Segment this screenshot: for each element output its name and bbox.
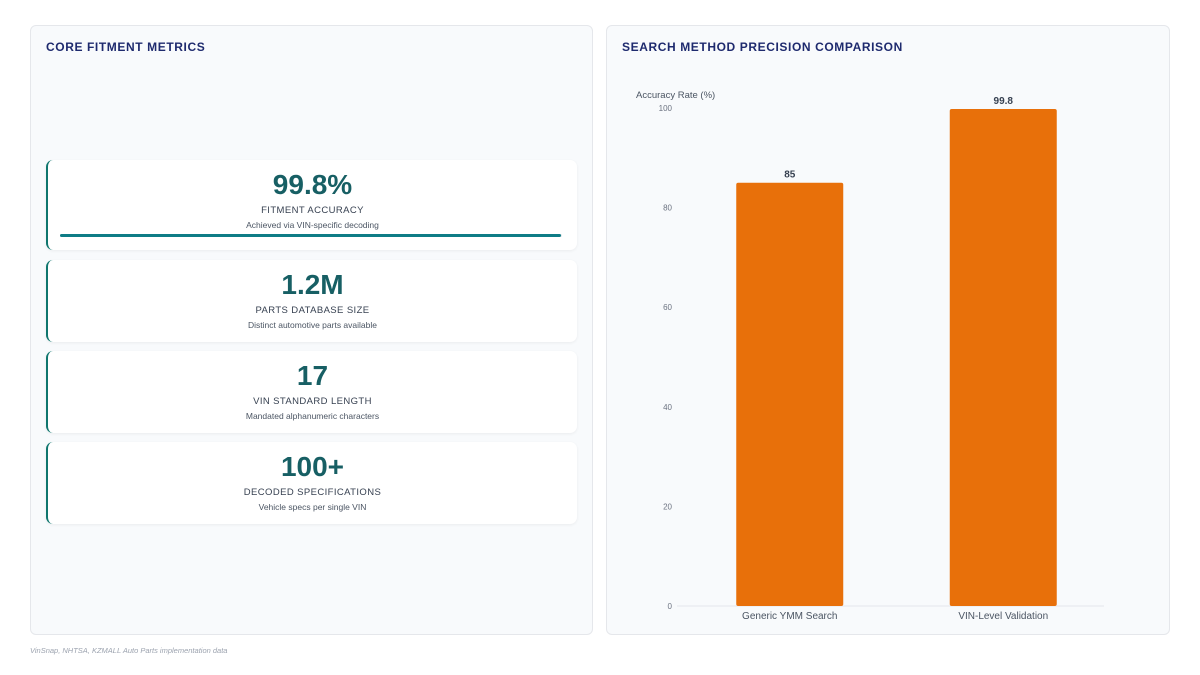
- metric-card-fitment-accuracy: 99.8% FITMENT ACCURACY Achieved via VIN-…: [46, 160, 577, 250]
- core-metrics-panel: CORE FITMENT METRICS 99.8% FITMENT ACCUR…: [30, 25, 593, 635]
- metric-description: Mandated alphanumeric characters: [245, 411, 380, 421]
- metric-label: FITMENT ACCURACY: [261, 205, 364, 216]
- metric-value: 99.8%: [272, 169, 353, 200]
- metric-card-vin-length: 17 VIN STANDARD LENGTH Mandated alphanum…: [46, 351, 577, 433]
- metric-label: PARTS DATABASE SIZE: [255, 305, 370, 316]
- y-tick-label: 0: [668, 602, 673, 611]
- metric-value: 100+: [280, 451, 345, 482]
- metric-value: 17: [296, 360, 329, 391]
- fitment-progress-fill: [60, 234, 561, 237]
- fitment-progress-bar: [60, 234, 562, 237]
- bar-vin-level-validation: [949, 108, 1057, 606]
- precision-comparison-panel: SEARCH METHOD PRECISION COMPARISON Accur…: [606, 25, 1170, 635]
- x-tick-label: Generic YMM Search: [742, 611, 837, 621]
- metric-label: VIN STANDARD LENGTH: [253, 396, 372, 407]
- bar-value-label: 99.8: [994, 96, 1014, 107]
- bar-value-label: 85: [784, 170, 796, 181]
- metric-label: DECODED SPECIFICATIONS: [243, 487, 382, 498]
- chart-title: SEARCH METHOD PRECISION COMPARISON: [622, 40, 903, 54]
- metric-card-parts-database: 1.2M PARTS DATABASE SIZE Distinct automo…: [46, 260, 577, 342]
- source-footnote: VinSnap, NHTSA, KZMALL Auto Parts implem…: [30, 646, 228, 655]
- metric-description: Achieved via VIN-specific decoding: [246, 220, 379, 230]
- y-tick-label: 60: [663, 303, 672, 312]
- metric-description: Distinct automotive parts available: [248, 320, 377, 330]
- precision-bar-chart: Accuracy Rate (%) 0 20 40 60 80 100 85 Generic…: [636, 90, 1104, 621]
- metric-card-decoded-specs: 100+ DECODED SPECIFICATIONS Vehicle spec…: [46, 442, 577, 524]
- y-tick-label: 80: [663, 204, 672, 213]
- y-axis-title: Accuracy Rate (%): [636, 90, 715, 101]
- y-tick-label: 40: [663, 403, 672, 412]
- y-tick-label: 20: [663, 502, 672, 511]
- core-metrics-title: CORE FITMENT METRICS: [46, 40, 206, 54]
- x-tick-label: VIN-Level Validation: [958, 611, 1048, 621]
- metric-value: 1.2M: [281, 269, 344, 300]
- y-tick-label: 100: [659, 104, 673, 113]
- bar-generic-ymm-search: [736, 182, 844, 606]
- metric-description: Vehicle specs per single VIN: [258, 502, 367, 512]
